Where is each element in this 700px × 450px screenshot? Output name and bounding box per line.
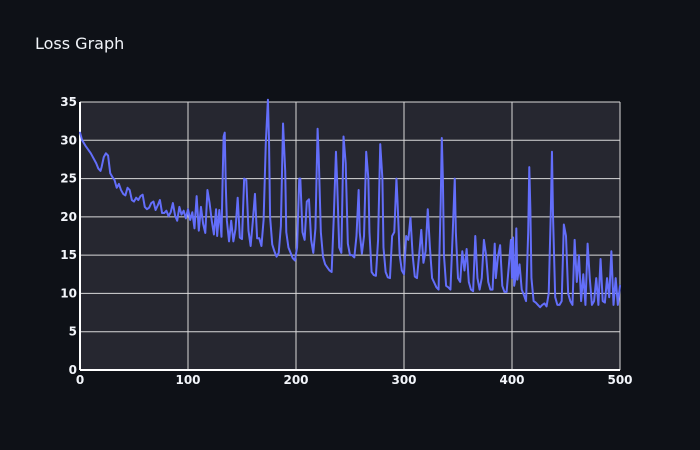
y-tick-label: 30 (60, 133, 77, 147)
x-tick-label: 500 (607, 373, 632, 387)
x-tick-label: 400 (499, 373, 524, 387)
x-tick-label: 200 (283, 373, 308, 387)
y-tick-label: 0 (69, 363, 77, 377)
x-tick-label: 0 (76, 373, 84, 387)
plot-background (80, 102, 620, 370)
y-tick-label: 20 (60, 210, 77, 224)
y-tick-label: 35 (60, 95, 77, 109)
x-tick-label: 100 (175, 373, 200, 387)
y-tick-label: 25 (60, 172, 77, 186)
y-tick-label: 10 (60, 286, 77, 300)
y-tick-label: 15 (60, 248, 77, 262)
chart-title: Loss Graph (35, 34, 125, 53)
x-tick-label: 300 (391, 373, 416, 387)
loss-series-line (79, 98, 621, 309)
y-tick-label: 5 (69, 325, 77, 339)
